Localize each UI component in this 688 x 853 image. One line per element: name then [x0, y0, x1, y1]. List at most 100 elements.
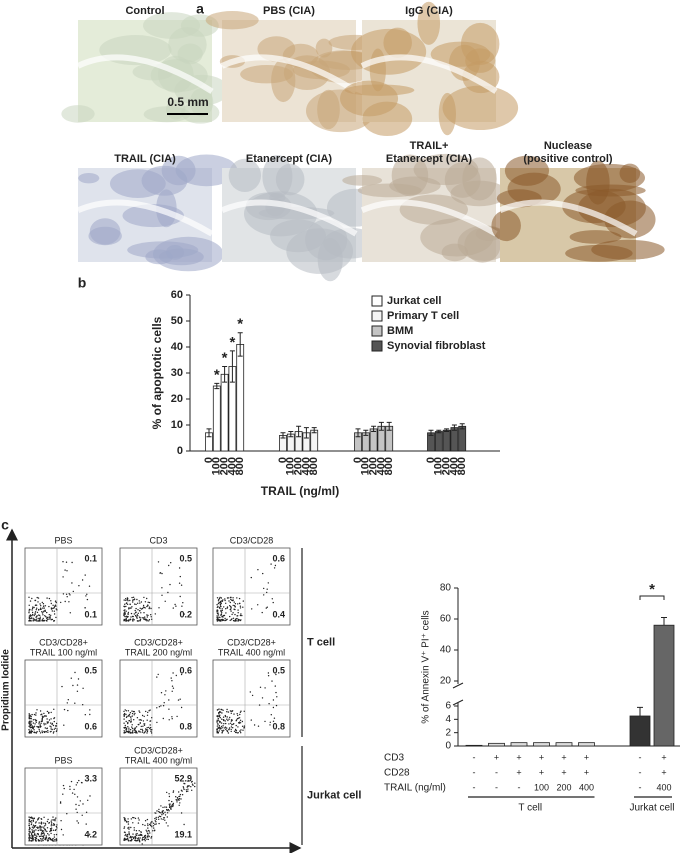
cell-event — [155, 818, 158, 820]
cell-event — [143, 732, 145, 734]
cell-event — [127, 600, 129, 602]
cell-event — [270, 714, 272, 716]
cell-event — [224, 599, 226, 602]
tissue-edge — [360, 199, 498, 237]
cell-event — [136, 732, 138, 734]
cell-event — [67, 699, 70, 701]
cell-event — [236, 615, 238, 617]
cell-event — [217, 727, 219, 729]
cell-event — [68, 593, 70, 595]
cell-event — [131, 712, 134, 715]
cell-event — [89, 795, 91, 797]
row-cell: 100 — [534, 782, 549, 792]
row-cell: - — [639, 767, 642, 777]
y-tick-label: 60 — [171, 289, 183, 301]
cell-event — [33, 831, 36, 833]
cell-event — [253, 724, 256, 726]
cell-event — [38, 728, 40, 731]
cell-event — [222, 716, 225, 718]
cell-event — [141, 731, 143, 733]
bar — [510, 742, 528, 747]
cell-event — [132, 833, 134, 835]
cell-event — [237, 717, 240, 719]
cell-event — [31, 829, 33, 831]
cell-event — [143, 596, 145, 599]
bar — [533, 742, 550, 747]
cell-event — [47, 840, 49, 842]
x-tick-label: 0 — [425, 457, 437, 463]
cell-event — [52, 823, 55, 825]
cell-event — [219, 721, 221, 724]
cell-event — [170, 808, 172, 810]
cell-event — [234, 729, 237, 731]
cell-event — [182, 787, 185, 789]
cell-event — [172, 672, 174, 674]
cell-event — [124, 838, 127, 841]
cell-event — [218, 713, 220, 715]
cell-event — [50, 614, 52, 616]
quadrant-value: 0.1 — [84, 609, 97, 619]
cell-event — [148, 710, 150, 712]
cell-event — [236, 713, 238, 715]
cell-event — [31, 609, 33, 611]
image-title: Control — [125, 5, 164, 17]
cell-event — [154, 613, 156, 615]
cell-event — [133, 829, 135, 831]
cell-event — [130, 818, 132, 820]
cell-event — [233, 601, 235, 603]
cell-event — [63, 708, 66, 711]
cell-event — [169, 583, 171, 586]
cell-event — [217, 719, 219, 721]
cell-event — [220, 610, 222, 613]
cell-event — [234, 603, 237, 605]
cell-event — [239, 711, 242, 713]
cell-event — [237, 603, 239, 605]
cell-event — [45, 836, 48, 839]
cell-event — [231, 599, 233, 601]
cell-event — [149, 724, 151, 726]
scale-bar-label: 0.5 mm — [167, 95, 208, 109]
cell-event — [46, 827, 49, 829]
cell-event — [126, 833, 129, 836]
cell-event — [135, 603, 137, 606]
cell-event — [35, 732, 37, 734]
cell-event — [124, 615, 126, 618]
cell-event — [233, 605, 236, 607]
cell-event — [272, 601, 274, 604]
cell-event — [78, 779, 80, 782]
cell-event — [123, 827, 125, 829]
cell-event — [45, 619, 48, 622]
cell-event — [55, 722, 58, 725]
cell-event — [237, 714, 239, 717]
cell-event — [41, 601, 43, 604]
cell-event — [138, 731, 140, 733]
cell-event — [44, 828, 46, 830]
cell-event — [38, 608, 40, 611]
flow-plot — [24, 659, 103, 738]
cell-event — [34, 599, 36, 602]
cell-event — [157, 816, 159, 819]
cell-event — [31, 830, 34, 832]
x-tick-label: 400 — [300, 457, 312, 475]
cell-event — [130, 718, 132, 720]
cell-event — [138, 616, 141, 618]
tissue-region — [175, 154, 238, 187]
cell-event — [48, 822, 50, 824]
cell-event — [124, 609, 126, 611]
cell-event — [178, 582, 181, 584]
cell-event — [164, 600, 166, 602]
cell-event — [42, 826, 44, 828]
cell-event — [179, 795, 181, 797]
cell-event — [124, 820, 126, 822]
cell-event — [30, 620, 32, 622]
cell-event — [132, 822, 134, 824]
cell-event — [124, 819, 126, 821]
cell-event — [218, 708, 220, 710]
cell-event — [250, 576, 252, 579]
cell-event — [50, 823, 53, 825]
legend-label: Synovial fibroblast — [387, 340, 486, 352]
cell-event — [135, 837, 137, 839]
tissue-region — [181, 101, 220, 124]
cell-event — [85, 595, 87, 597]
cell-event — [55, 616, 57, 619]
